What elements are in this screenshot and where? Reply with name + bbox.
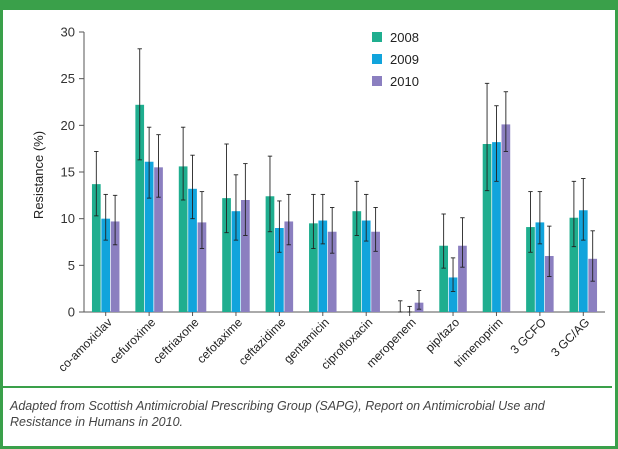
- x-category-label: ceftriaxone: [150, 315, 202, 367]
- y-tick-label: 25: [61, 71, 75, 86]
- bar: [231, 211, 241, 312]
- bar: [309, 223, 318, 312]
- bar: [569, 217, 579, 312]
- x-category-label: 3 GCFO: [508, 315, 549, 356]
- bar: [318, 220, 328, 312]
- y-tick-label: 10: [61, 211, 75, 226]
- bar: [135, 104, 145, 312]
- y-tick-label: 20: [61, 118, 75, 133]
- legend-swatch: [372, 54, 382, 64]
- bar: [110, 221, 120, 312]
- bar: [544, 256, 554, 312]
- bar: [178, 166, 188, 312]
- x-category-label: ceftazidime: [236, 315, 289, 368]
- bar: [197, 222, 207, 312]
- bar: [91, 184, 101, 312]
- x-category-label: co-amoxiclav: [55, 315, 114, 374]
- bar: [327, 231, 337, 312]
- bar: [371, 231, 380, 312]
- bar: [275, 228, 284, 312]
- bar: [501, 124, 511, 313]
- x-category-label: pip/tazo: [423, 315, 463, 355]
- legend-label: 2008: [390, 30, 419, 45]
- bar: [361, 220, 371, 312]
- bar: [352, 211, 362, 312]
- bar: [492, 142, 501, 312]
- bar: [241, 200, 250, 312]
- bar: [448, 277, 458, 312]
- bar: [535, 222, 545, 312]
- bar: [588, 258, 598, 312]
- bar: [188, 188, 197, 312]
- bar: [154, 167, 163, 312]
- legend-label: 2010: [390, 74, 419, 89]
- y-tick-label: 30: [61, 25, 75, 40]
- legend-swatch: [372, 32, 382, 42]
- chart-bars: [91, 48, 598, 313]
- bar: [526, 227, 535, 312]
- figure-caption: Adapted from Scottish Antimicrobial Pres…: [10, 399, 545, 429]
- x-category-label: 3 GC/AG: [548, 315, 592, 359]
- y-tick-label: 0: [68, 305, 75, 320]
- bar: [222, 198, 231, 312]
- chart-legend: 2008 2009 2010: [372, 30, 419, 89]
- bar: [439, 245, 448, 312]
- caption-divider: [0, 386, 612, 388]
- bar: [578, 210, 588, 312]
- bar: [265, 196, 275, 312]
- y-tick-label: 15: [61, 165, 75, 180]
- bar: [482, 144, 492, 312]
- y-tick-label: 5: [68, 258, 75, 273]
- legend-label: 2009: [390, 52, 419, 67]
- legend-swatch: [372, 76, 382, 86]
- bar: [101, 218, 111, 312]
- resistance-bar-chart: 0 5 10 15 20 25 30 co-amoxiclavcefuroximeceftri…: [31, 25, 605, 375]
- bar: [144, 161, 154, 312]
- x-category-label: cefuroxime: [107, 315, 159, 367]
- y-axis-title: Resistance (%): [31, 131, 46, 219]
- bar: [458, 245, 467, 312]
- bar: [284, 221, 294, 312]
